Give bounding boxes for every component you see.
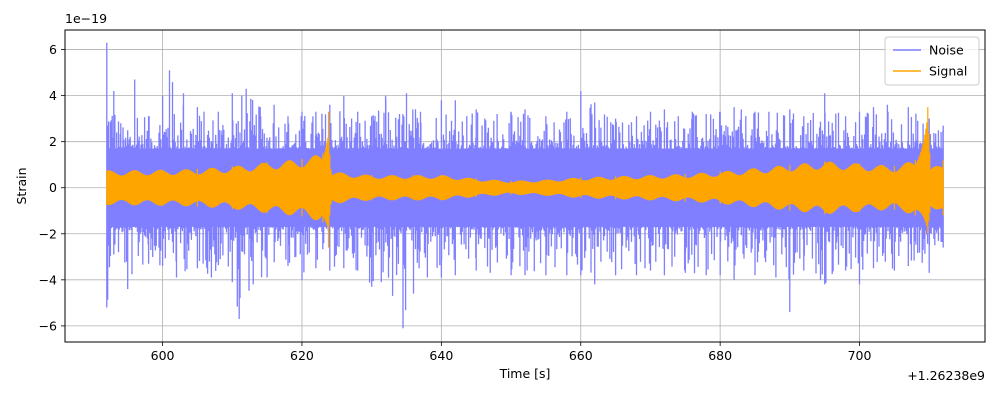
x-offset-label: +1.26238e9 [907, 368, 985, 383]
y-tick-label: 0 [49, 180, 57, 195]
y-tick-label: −6 [39, 318, 57, 333]
x-tick-label: 700 [848, 348, 872, 363]
y-axis-label: Strain [14, 167, 29, 204]
y-tick-label: 4 [49, 88, 57, 103]
legend-box [884, 36, 980, 86]
ticks: 600 620 640 660 680 700 −6 −4 −2 0 2 4 6 [39, 42, 872, 363]
x-tick-label: 660 [569, 348, 593, 363]
x-tick-label: 600 [151, 348, 175, 363]
legend-label-signal: Signal [929, 64, 967, 79]
y-tick-label: −2 [39, 226, 57, 241]
x-tick-label: 680 [708, 348, 732, 363]
y-tick-label: −4 [39, 272, 57, 287]
plot-frame [64, 29, 986, 343]
y-tick-label: 2 [49, 134, 57, 149]
legend: Noise Signal [884, 36, 980, 86]
x-tick-label: 640 [429, 348, 453, 363]
x-tick-label: 620 [290, 348, 314, 363]
legend-label-noise: Noise [929, 43, 964, 58]
series-layer [106, 42, 944, 329]
signal-series-line [106, 107, 944, 248]
y-scale-label: 1e−19 [65, 11, 107, 26]
x-axis-label: Time [s] [499, 366, 551, 381]
y-tick-label: 6 [49, 42, 57, 57]
